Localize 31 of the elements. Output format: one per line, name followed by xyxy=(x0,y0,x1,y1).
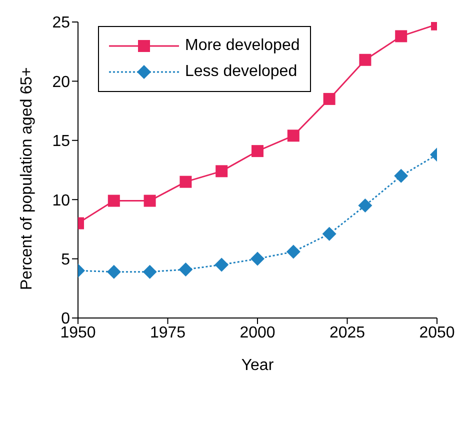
y-tick-label: 5 xyxy=(61,251,70,268)
point xyxy=(180,176,192,188)
point xyxy=(322,226,336,241)
point xyxy=(214,258,229,272)
point xyxy=(323,92,336,105)
x-tick-label: 2050 xyxy=(419,324,455,342)
point xyxy=(394,168,408,183)
point xyxy=(142,264,157,279)
y-axis-title: Percent of population aged 65+ xyxy=(18,67,36,290)
point xyxy=(144,194,156,207)
point xyxy=(106,264,121,279)
point xyxy=(395,30,408,42)
point xyxy=(287,130,300,142)
y-tick-label: 10 xyxy=(52,192,70,210)
point xyxy=(286,244,300,259)
x-tick-label: 2000 xyxy=(240,324,276,342)
x-tick-label: 1975 xyxy=(150,324,186,342)
legend-label: More developed xyxy=(185,37,300,55)
y-tick-label: 15 xyxy=(52,133,70,150)
x-axis-title: Year xyxy=(241,357,274,374)
point xyxy=(359,54,372,66)
y-tick-label: 25 xyxy=(52,14,70,32)
y-tick-label: 20 xyxy=(52,74,70,91)
x-tick-label: 2025 xyxy=(329,324,366,342)
point xyxy=(358,198,372,213)
point xyxy=(108,194,120,207)
point xyxy=(250,252,264,266)
point xyxy=(216,165,228,178)
point xyxy=(178,262,193,276)
point xyxy=(252,145,264,158)
legend-label: Less developed xyxy=(185,63,298,81)
